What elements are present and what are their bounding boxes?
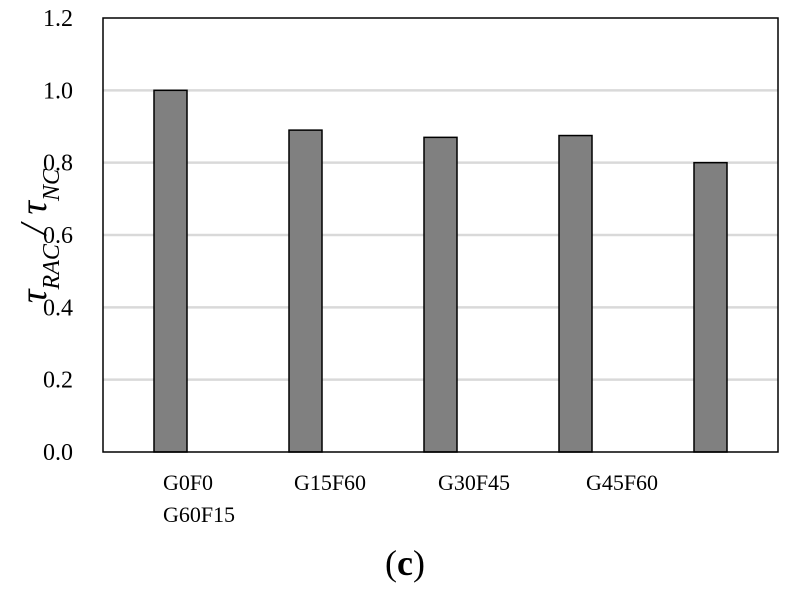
y-tick-label: 0.8 bbox=[43, 151, 73, 177]
y-tick-label: 0.2 bbox=[43, 368, 73, 394]
bar-g0f0 bbox=[153, 89, 188, 453]
x-tick-label: G30F45 bbox=[438, 470, 510, 495]
bar-g15f60 bbox=[288, 129, 323, 453]
y-tick-label: 0.4 bbox=[43, 295, 73, 321]
x-tick-label: G0F0 bbox=[163, 470, 213, 495]
x-tick-label: G15F60 bbox=[294, 470, 366, 495]
x-tick-label: G60F15 bbox=[163, 502, 235, 527]
bar-g60f15 bbox=[693, 161, 728, 453]
bars bbox=[153, 89, 728, 453]
y-tick-label: 1.2 bbox=[43, 6, 73, 32]
plot-frame bbox=[102, 17, 779, 453]
y-tick-labels: 0.0 0.2 0.4 0.6 0.8 1.0 1.2 bbox=[43, 6, 73, 466]
bar-g45f60 bbox=[558, 134, 593, 453]
y-tick-label: 0.6 bbox=[43, 223, 73, 249]
y-tick-label: 1.0 bbox=[43, 78, 73, 104]
y-tick-label: 0.0 bbox=[43, 440, 73, 466]
x-tick-label: G45F60 bbox=[586, 470, 658, 495]
x-tick-labels: G0F0 G15F60 G30F45 G45F60 G60F15 bbox=[163, 470, 658, 527]
y-axis-label: τRAC / τNC bbox=[13, 168, 65, 303]
bar-g30f45 bbox=[423, 136, 458, 453]
panel-label: (c) bbox=[385, 543, 425, 583]
